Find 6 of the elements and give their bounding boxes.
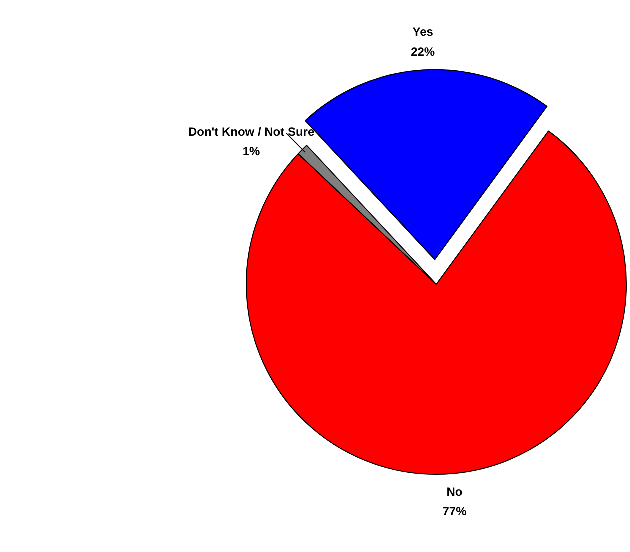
slice-label: No (446, 485, 463, 500)
data-label: 77% (442, 504, 468, 519)
slice-label: Yes (412, 25, 434, 40)
data-label: 22% (411, 44, 436, 59)
data-label: 1% (242, 144, 261, 159)
slice-label: Don't Know / Not Sure (188, 124, 315, 139)
